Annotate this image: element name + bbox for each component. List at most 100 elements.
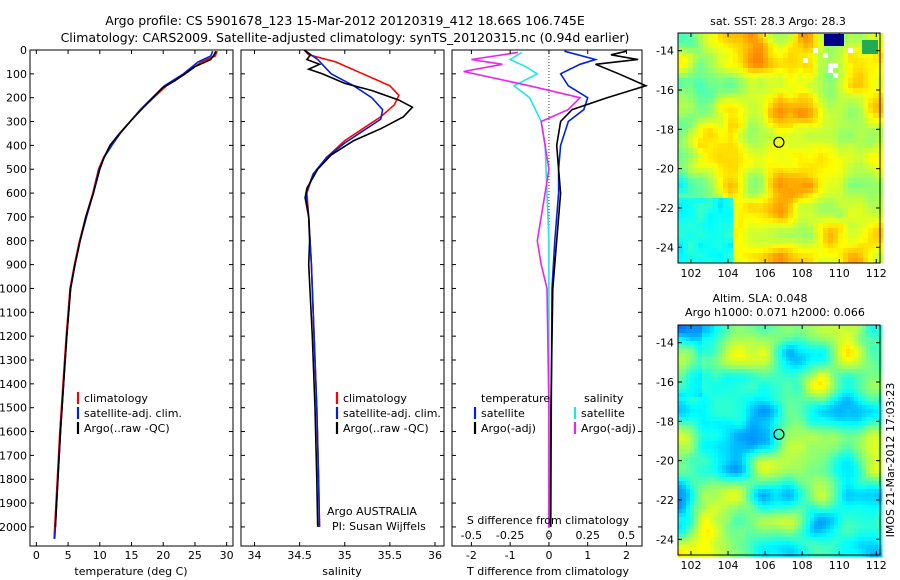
- map-cell: [713, 168, 719, 174]
- map-cell: [730, 449, 735, 454]
- map-cell: [788, 193, 794, 199]
- map-cell: [822, 329, 827, 334]
- map-cell: [746, 345, 751, 350]
- map-cell: [746, 521, 751, 526]
- map-cell: [846, 369, 851, 374]
- map-cell: [686, 457, 691, 462]
- map-cell: [773, 253, 779, 259]
- map-cell: [813, 228, 819, 234]
- map-cell: [786, 377, 791, 382]
- map-cell: [818, 453, 823, 458]
- series-line-temperature-argo-adj-: [549, 50, 649, 527]
- map-cell: [863, 83, 869, 89]
- map-cell: [698, 433, 703, 438]
- map-cell: [846, 433, 851, 438]
- map-cell: [803, 98, 809, 104]
- map-cell: [746, 429, 751, 434]
- map-cell: [698, 369, 703, 374]
- map-cell: [790, 341, 795, 346]
- map-cell: [702, 465, 707, 470]
- map-cell: [708, 173, 714, 179]
- map-cell: [698, 525, 703, 530]
- map-cell: [694, 521, 699, 526]
- map-y-tick-label: -14: [656, 45, 674, 58]
- map-cell: [718, 158, 724, 164]
- map-cell: [718, 521, 723, 526]
- map-cell: [834, 389, 839, 394]
- map-cell: [726, 353, 731, 358]
- map-cell: [708, 178, 714, 184]
- legend-label: satellite: [581, 407, 625, 420]
- map-cell: [858, 357, 863, 362]
- map-cell: [710, 461, 715, 466]
- map-cell: [703, 223, 709, 229]
- map-cell: [843, 213, 849, 219]
- map-cell: [706, 397, 711, 402]
- map-cell: [866, 433, 871, 438]
- map-cell: [873, 143, 879, 149]
- map-cell: [814, 497, 819, 502]
- map-cell: [870, 385, 875, 390]
- map-cell: [734, 485, 739, 490]
- map-cell: [786, 357, 791, 362]
- map-cell: [793, 203, 799, 209]
- map-cell: [714, 517, 719, 522]
- map-cell: [834, 373, 839, 378]
- map-cell: [678, 349, 683, 354]
- map-cell: [742, 325, 747, 330]
- map-cell: [778, 258, 784, 264]
- map-cell: [718, 233, 724, 239]
- map-cell: [838, 437, 843, 442]
- map-cell: [710, 393, 715, 398]
- map-cell: [814, 481, 819, 486]
- map-cell: [686, 369, 691, 374]
- map-cell: [694, 353, 699, 358]
- map-cell: [810, 485, 815, 490]
- map-cell: [690, 357, 695, 362]
- map-cell: [850, 377, 855, 382]
- map-cell: [834, 401, 839, 406]
- map-cell: [786, 341, 791, 346]
- map-cell: [788, 123, 794, 129]
- map-cell: [686, 385, 691, 390]
- map-cell: [726, 453, 731, 458]
- map-cell: [690, 545, 695, 550]
- map-cell: [763, 163, 769, 169]
- map-cell: [682, 525, 687, 530]
- map-cell: [778, 223, 784, 229]
- map-cell: [818, 365, 823, 370]
- y-tick-label: 1500: [0, 402, 27, 415]
- map-cell: [806, 445, 811, 450]
- map-cell: [814, 377, 819, 382]
- map-cell: [688, 248, 694, 254]
- map-cell: [728, 213, 734, 219]
- map-cell: [690, 453, 695, 458]
- map-cell: [710, 545, 715, 550]
- map-cell: [878, 73, 884, 79]
- map-cell: [768, 213, 774, 219]
- map-cell: [833, 53, 839, 59]
- map-cell: [794, 365, 799, 370]
- map-cell: [850, 409, 855, 414]
- map-cell: [703, 208, 709, 214]
- map-cell: [726, 521, 731, 526]
- map-cell: [813, 218, 819, 224]
- map-cell: [838, 333, 843, 338]
- map-cell: [722, 457, 727, 462]
- map-cell: [762, 393, 767, 398]
- map-cell: [798, 113, 804, 119]
- map-cell: [733, 118, 739, 124]
- map-cell: [863, 133, 869, 139]
- map-cell: [838, 373, 843, 378]
- map-cell: [763, 118, 769, 124]
- map-cell: [713, 103, 719, 109]
- map-cell: [850, 425, 855, 430]
- map-cell: [826, 453, 831, 458]
- map-cell: [743, 173, 749, 179]
- map-cell: [748, 103, 754, 109]
- map-cell: [862, 397, 867, 402]
- map-cell: [783, 233, 789, 239]
- map-cell: [718, 73, 724, 79]
- map-cell: [738, 228, 744, 234]
- map-cell: [698, 537, 703, 542]
